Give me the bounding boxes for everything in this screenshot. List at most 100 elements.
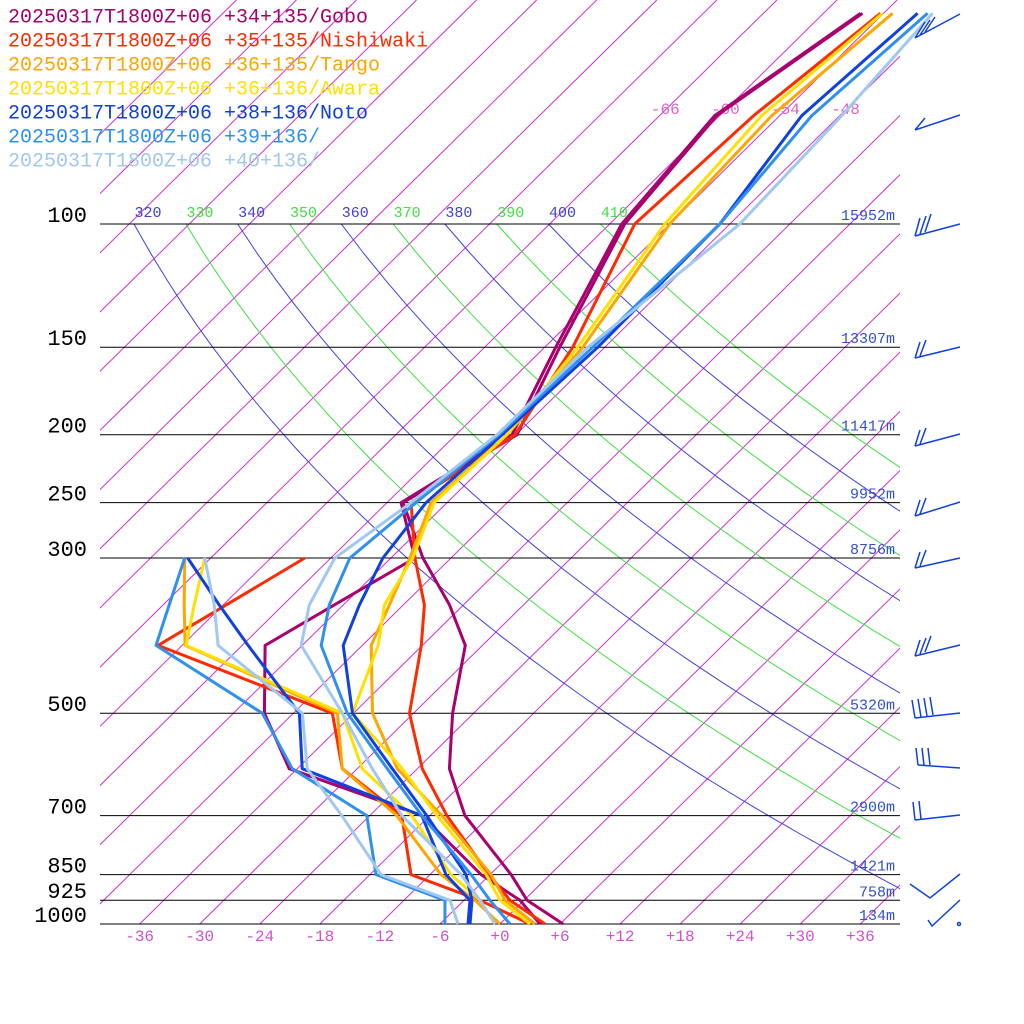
- x-tick-label: +24: [726, 928, 755, 946]
- isotherm: [100, 0, 598, 491]
- height-label: 15952m: [841, 208, 895, 225]
- wind-barb: [914, 549, 961, 569]
- plot: 320 330 340 350 360 370 380 390 400 410-66 -60 -54-…: [8, 6, 934, 946]
- isotherm: [679, 706, 900, 924]
- wind-barb: [915, 747, 961, 769]
- height-label: 9952m: [850, 487, 895, 504]
- adiabat-label: 320: [135, 205, 162, 222]
- dry-adiabat: [237, 224, 900, 790]
- temperature-line: [401, 12, 864, 926]
- legend-entry: 20250317T1800Z+06 +40+136/: [8, 150, 320, 173]
- temperature-line: [319, 12, 929, 925]
- height-label: 11417m: [841, 419, 895, 436]
- x-tick-label: -36: [125, 928, 154, 946]
- isotherm: [439, 469, 900, 924]
- isotherm: [100, 114, 900, 905]
- adiabat-label: 390: [497, 205, 524, 222]
- dry-adiabat: [288, 224, 900, 742]
- wind-barb: [914, 213, 961, 237]
- isotherm: [739, 765, 900, 924]
- adiabat-label: 340: [238, 205, 265, 222]
- dewpoint-line: [154, 557, 447, 925]
- adiabat-label: 410: [601, 205, 628, 222]
- height-label: 13307m: [841, 331, 895, 348]
- wind-barb: [914, 635, 961, 657]
- isotherm: [100, 0, 417, 313]
- isotherms: [100, 0, 900, 924]
- isotherm: [259, 292, 900, 924]
- legend-entry: 20250317T1800Z+06 +36+135/Tango: [8, 54, 380, 77]
- temperature-line: [351, 12, 884, 926]
- x-tick-label: -30: [185, 928, 214, 946]
- dry-adiabat: [496, 224, 900, 557]
- pressure-label: 500: [47, 693, 87, 718]
- dry-adiabat: [444, 224, 900, 602]
- height-label: 2900m: [850, 800, 895, 817]
- wind-barb: [914, 497, 961, 517]
- isotherm: [379, 410, 900, 924]
- isotherm-label: -54: [771, 101, 800, 119]
- pressure-label: 925: [47, 880, 87, 905]
- dewpoint-line: [203, 557, 460, 925]
- legend-entry: 20250317T1800Z+06 +35+135/Nishiwaki: [8, 30, 428, 53]
- isotherm: [559, 588, 900, 924]
- legend-entry: 20250317T1800Z+06 +39+136/: [8, 126, 320, 149]
- x-tick-label: -6: [430, 928, 449, 946]
- isotherm: [100, 0, 477, 372]
- x-tick-label: -18: [305, 928, 334, 946]
- x-tick-label: +6: [550, 928, 569, 946]
- isotherm: [100, 0, 718, 609]
- dewpoint-line: [262, 12, 862, 925]
- dewpoint-line: [186, 557, 472, 925]
- wind-barb: [912, 800, 961, 821]
- legend-entry: 20250317T1800Z+06 +36+136/Awara: [8, 78, 380, 101]
- isotherm: [799, 825, 900, 924]
- pressure-label: 200: [47, 415, 87, 440]
- pressure-label: 1000: [34, 904, 87, 929]
- isotherm: [619, 647, 900, 924]
- x-tick-label: +36: [846, 928, 875, 946]
- adiabat-label: 380: [445, 205, 472, 222]
- wind-barbs: [909, 13, 962, 928]
- legend-entry: 20250317T1800Z+06 +34+135/Gobo: [8, 6, 368, 29]
- wind-barb: [914, 427, 961, 447]
- height-label: 1421m: [850, 859, 895, 876]
- height-label: 5320m: [850, 697, 895, 714]
- x-tick-label: +12: [606, 928, 635, 946]
- temperature-line: [341, 12, 919, 925]
- isotherm: [100, 0, 297, 195]
- wind-barb: [914, 339, 961, 359]
- height-label: 8756m: [850, 542, 895, 559]
- x-tick-label: -24: [245, 928, 274, 946]
- dry-adiabat: [340, 224, 900, 694]
- x-tick-label: +18: [666, 928, 695, 946]
- height-label: 758m: [859, 884, 895, 901]
- pressure-label: 150: [47, 327, 87, 352]
- pressure-label: 100: [47, 204, 87, 229]
- isotherm: [100, 0, 898, 787]
- wind-calm: [956, 921, 962, 927]
- isotherm-label: -66: [651, 101, 680, 119]
- adiabat-label: 400: [549, 205, 576, 222]
- x-tick-label: +0: [490, 928, 509, 946]
- isotherm: [199, 233, 900, 924]
- legend-entry: 20250317T1800Z+06 +38+136/Noto: [8, 102, 368, 125]
- adiabat-label: 330: [186, 205, 213, 222]
- isotherm: [860, 884, 900, 924]
- temperature-line: [369, 12, 894, 926]
- pressure-label: 300: [47, 538, 87, 563]
- isotherm: [100, 0, 658, 550]
- wind-barb: [909, 873, 961, 899]
- isotherm: [100, 55, 900, 846]
- pressure-label: 850: [47, 854, 87, 879]
- x-tick-label: -12: [365, 928, 394, 946]
- isotherm: [499, 529, 900, 924]
- wind-barb: [914, 13, 961, 39]
- wind-barb: [927, 899, 961, 928]
- isotherm: [100, 0, 538, 432]
- height-label: 134m: [859, 908, 895, 925]
- dry-adiabats: [133, 224, 900, 890]
- isotherm: [100, 0, 357, 254]
- pressure-label: 700: [47, 795, 87, 820]
